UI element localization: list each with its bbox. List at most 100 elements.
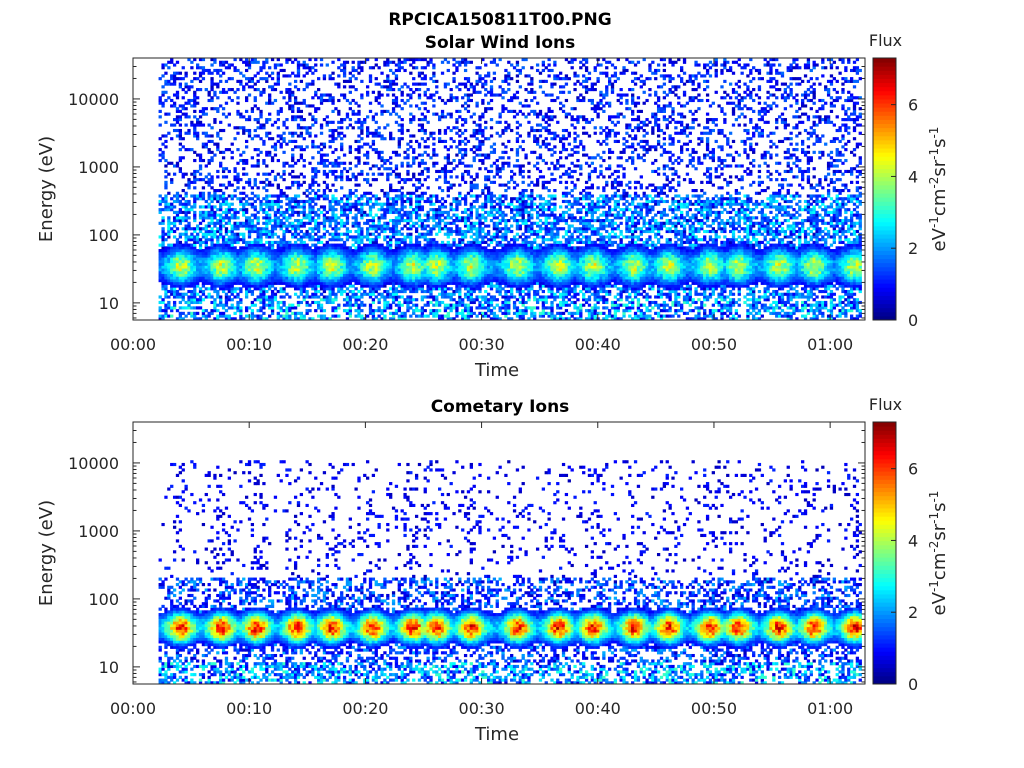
- heatmap-cell: [331, 77, 335, 81]
- heatmap-cell: [242, 128, 246, 133]
- heatmap-cell: [383, 259, 387, 264]
- heatmap-cell: [452, 268, 456, 272]
- heatmap-cell: [161, 268, 165, 272]
- heatmap-cell: [299, 273, 304, 277]
- heatmap-cell: [170, 82, 174, 86]
- heatmap-cell: [293, 287, 298, 291]
- heatmap-cell: [268, 221, 272, 225]
- heatmap-cell: [293, 227, 298, 231]
- heatmap-cell: [420, 227, 425, 231]
- heatmap-cell: [342, 246, 347, 250]
- heatmap-cell: [247, 270, 252, 275]
- heatmap-cell: [380, 268, 384, 272]
- heatmap-cell: [426, 251, 430, 255]
- heatmap-cell: [299, 254, 304, 258]
- heatmap-cell: [270, 311, 275, 315]
- heatmap-cell: [305, 126, 309, 130]
- heatmap-cell: [175, 227, 180, 231]
- heatmap-cell: [296, 74, 301, 78]
- heatmap-cell: [426, 243, 430, 247]
- heatmap-cell: [328, 219, 332, 223]
- heatmap-cell: [423, 191, 427, 195]
- heatmap-cell: [299, 262, 304, 266]
- heatmap-cell: [357, 232, 361, 236]
- heatmap-cell: [337, 74, 341, 78]
- heatmap-cell: [299, 265, 304, 269]
- heatmap-cell: [302, 101, 306, 105]
- heatmap-cell: [193, 298, 197, 302]
- heatmap-cell: [377, 224, 381, 228]
- heatmap-cell: [210, 205, 214, 209]
- heatmap-cell: [233, 259, 237, 264]
- heatmap-cell: [210, 96, 214, 100]
- heatmap-cell: [302, 268, 306, 272]
- heatmap-cell: [219, 268, 223, 272]
- heatmap-cell: [273, 276, 278, 280]
- heatmap-cell: [299, 172, 304, 176]
- heatmap-cell: [325, 279, 329, 283]
- heatmap-cell: [210, 208, 214, 212]
- heatmap-cell: [438, 137, 442, 141]
- heatmap-cell: [210, 227, 214, 231]
- heatmap-cell: [314, 249, 318, 253]
- heatmap-cell: [239, 259, 243, 264]
- heatmap-cell: [449, 273, 453, 277]
- heatmap-cell: [443, 303, 448, 307]
- heatmap-cell: [342, 205, 347, 209]
- heatmap-cell: [386, 295, 390, 299]
- heatmap-cell: [322, 279, 327, 283]
- heatmap-cell: [314, 58, 318, 62]
- heatmap-cell: [409, 306, 413, 310]
- heatmap-cell: [374, 134, 378, 138]
- heatmap-cell: [219, 287, 223, 291]
- heatmap-cell: [270, 224, 275, 228]
- heatmap-cell: [340, 137, 344, 141]
- heatmap-cell: [193, 295, 197, 299]
- heatmap-cell: [354, 202, 358, 206]
- heatmap-cell: [380, 259, 384, 264]
- heatmap-cell: [420, 128, 425, 133]
- heatmap-cell: [265, 270, 269, 275]
- heatmap-cell: [394, 276, 399, 280]
- heatmap-cell: [210, 85, 214, 89]
- heatmap-cell: [273, 292, 278, 296]
- heatmap-cell: [365, 314, 370, 318]
- heatmap-cell: [406, 153, 410, 157]
- heatmap-cell: [253, 240, 257, 244]
- heatmap-cell: [389, 227, 393, 231]
- heatmap-cell: [354, 257, 358, 261]
- heatmap-cell: [458, 270, 462, 275]
- heatmap-cell: [397, 306, 401, 310]
- heatmap-cell: [435, 251, 439, 255]
- heatmap-cell: [285, 265, 289, 269]
- heatmap-cell: [342, 254, 347, 258]
- heatmap-cell: [253, 273, 257, 277]
- heatmap-cell: [164, 208, 168, 212]
- heatmap-cell: [270, 208, 275, 212]
- heatmap-cell: [423, 279, 427, 283]
- heatmap-cell: [409, 210, 413, 214]
- heatmap-cell: [265, 71, 269, 75]
- heatmap-cell: [308, 238, 312, 242]
- heatmap-cell: [452, 219, 456, 223]
- heatmap-cell: [383, 317, 387, 321]
- heatmap-cell: [265, 229, 269, 234]
- heatmap-cell: [210, 175, 214, 179]
- heatmap-cell: [426, 281, 430, 285]
- heatmap-cell: [403, 82, 407, 86]
- heatmap-cell: [334, 137, 338, 141]
- heatmap-cell: [259, 238, 263, 242]
- heatmap-cell: [394, 240, 399, 244]
- heatmap-cell: [319, 249, 324, 253]
- heatmap-cell: [394, 279, 399, 283]
- heatmap-cell: [276, 172, 280, 176]
- heatmap-cell: [446, 229, 450, 234]
- heatmap-cell: [397, 189, 401, 193]
- heatmap-cell: [337, 232, 341, 236]
- heatmap-cell: [282, 161, 286, 165]
- heatmap-cell: [247, 183, 252, 187]
- heatmap-cell: [262, 298, 266, 302]
- heatmap-cell: [438, 205, 442, 209]
- heatmap-cell: [429, 194, 433, 198]
- heatmap-cell: [221, 107, 226, 111]
